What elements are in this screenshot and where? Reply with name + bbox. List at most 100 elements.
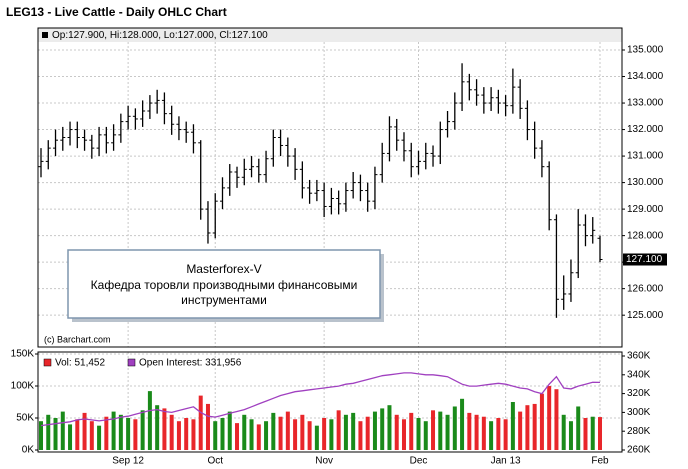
volume-bar: [460, 398, 465, 450]
volume-bar: [111, 411, 116, 450]
legend-label: Open Interest: 331,956: [139, 358, 242, 369]
annotation: Masterforex-V Кафедра торовли производны…: [67, 249, 384, 322]
x-tick-label: Nov: [315, 456, 333, 467]
x-tick-label: Jan 13: [491, 456, 521, 467]
volume-bar: [155, 405, 160, 450]
price-frame: [37, 27, 623, 348]
volume-bar: [380, 408, 385, 450]
y-tick-label: 134.000: [627, 71, 664, 82]
credit: (c) Barchart.com: [44, 334, 111, 344]
plot: 125.000126.000127.000128.000129.000130.0…: [11, 42, 667, 467]
volume-bar: [53, 418, 58, 450]
y2-tick-label: 260K: [627, 445, 651, 456]
volume-bar: [314, 425, 319, 450]
y2-tick-label: 280K: [627, 426, 651, 437]
volume-bar: [365, 416, 370, 450]
volume-bar: [162, 408, 167, 450]
y-tick-label: 128.000: [627, 230, 664, 241]
y-tick-label: 150K: [11, 349, 35, 360]
annotation-line: Кафедра торовли производными финансовыми: [91, 278, 358, 292]
volume-bar: [264, 421, 269, 450]
volume-bar: [235, 423, 240, 450]
volume-bar: [583, 418, 588, 450]
volume-bar: [249, 419, 254, 450]
volume-bar: [358, 421, 363, 450]
y-tick-label: 125.000: [627, 310, 664, 321]
x-tick-label: Sep 12: [112, 456, 144, 467]
volume-bar: [322, 418, 327, 450]
volume-bar: [474, 414, 479, 450]
volume-bar: [532, 403, 537, 450]
volume-bar: [503, 419, 508, 450]
volume-bar: [351, 412, 356, 450]
volume-bar: [576, 406, 581, 450]
volume-bar: [97, 425, 102, 450]
volume-bar: [343, 414, 348, 450]
volume-bar: [467, 412, 472, 450]
header-icon: [42, 32, 48, 38]
volume-bar: [525, 405, 530, 450]
volume-bar: [554, 389, 559, 450]
volume-bar: [401, 419, 406, 450]
annotation-box: [67, 249, 381, 319]
volume-bar: [198, 395, 203, 450]
annotation-line: Masterforex-V: [186, 262, 261, 276]
volume-bar: [256, 424, 261, 450]
volume-bar: [394, 414, 399, 450]
x-tick-label: Oct: [207, 456, 223, 467]
volume-bar: [510, 402, 515, 450]
volume-bar: [82, 412, 87, 450]
volume-bar: [481, 416, 486, 450]
annotation-line: инструментами: [181, 293, 267, 307]
volume-bar: [423, 421, 428, 450]
y-tick-label: 132.000: [627, 124, 664, 135]
volume-bar: [568, 421, 573, 450]
volume-bar: [104, 416, 109, 450]
volume-bar: [227, 411, 232, 450]
volume-bar: [547, 386, 552, 450]
open-interest-line: [40, 372, 601, 427]
volume-bar: [278, 416, 283, 450]
volume-bar: [213, 421, 218, 450]
volume-bar: [561, 414, 566, 450]
volume-bar: [496, 418, 501, 450]
volume-bar: [220, 418, 225, 450]
x-tick-label: Dec: [410, 456, 428, 467]
y-tick-label: 100K: [11, 381, 35, 392]
volume-bar: [445, 414, 450, 450]
volume-frame: [37, 351, 623, 453]
volume-bar: [539, 393, 544, 450]
volume-bar: [336, 410, 341, 450]
y2-tick-label: 320K: [627, 388, 651, 399]
volume-bar: [89, 421, 94, 450]
y-tick-label: 131.000: [627, 151, 664, 162]
legend-label: Vol: 51,452: [55, 358, 105, 369]
volume-bar: [184, 418, 189, 450]
y2-tick-label: 360K: [627, 351, 651, 362]
volume-bar: [169, 414, 174, 450]
y-tick-label: 126.000: [627, 283, 664, 294]
volume-bar: [147, 391, 152, 450]
volume-bar: [409, 412, 414, 450]
y2-tick-label: 300K: [627, 407, 651, 418]
volume-bar: [329, 419, 334, 450]
legend-swatch: [43, 358, 52, 367]
volume-bar: [205, 403, 210, 450]
volume-bar: [75, 419, 80, 450]
volume-bar: [126, 418, 131, 450]
y2-tick-label: 340K: [627, 369, 651, 380]
y-tick-label: 50K: [16, 413, 34, 424]
legend-swatch: [127, 358, 136, 367]
x-tick-label: Feb: [591, 456, 609, 467]
y-tick-label: 135.000: [627, 45, 664, 56]
volume-bar: [300, 414, 305, 450]
header-strip: [38, 28, 622, 42]
volume-bar: [590, 416, 595, 450]
volume-bar: [431, 410, 436, 450]
volume-bar: [133, 419, 138, 450]
volume-bar: [46, 414, 51, 450]
volume-bar: [416, 418, 421, 450]
volume-bar: [39, 421, 43, 450]
volume-bar: [60, 411, 65, 450]
volume-bar: [372, 411, 377, 450]
